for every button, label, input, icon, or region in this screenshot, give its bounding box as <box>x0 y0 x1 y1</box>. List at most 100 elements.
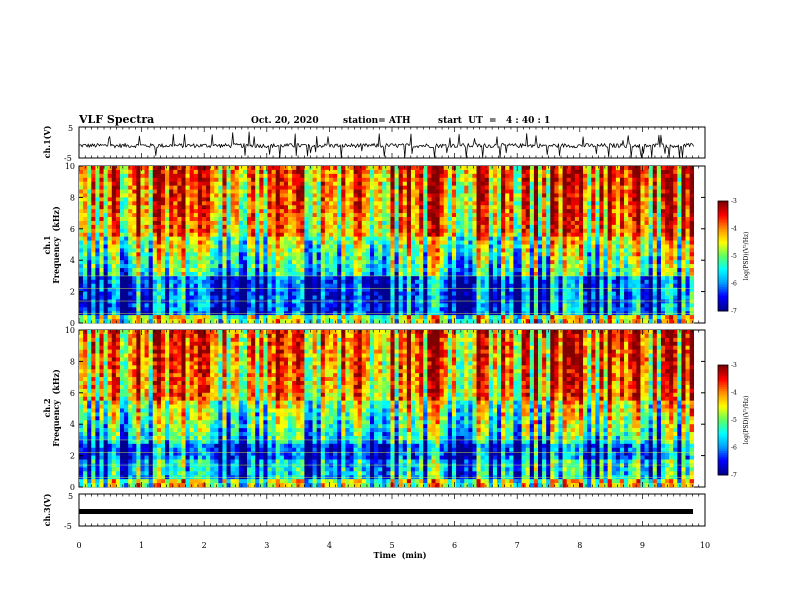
spectrogram-cell <box>390 299 395 304</box>
spectrogram-cell <box>533 232 539 237</box>
spectrogram-cell <box>505 268 510 273</box>
spectrogram-cell <box>525 264 531 269</box>
spectrogram-cell <box>226 268 231 273</box>
spectrogram-cell <box>423 232 428 237</box>
spectrogram-cell <box>369 319 375 324</box>
spectrogram-cell <box>193 240 199 245</box>
spectrogram-cell <box>517 307 522 312</box>
spectrogram-cell <box>124 315 129 320</box>
spectrogram-cell <box>119 185 125 190</box>
spectrogram-cell <box>124 232 129 237</box>
spectrogram-cell <box>365 189 371 194</box>
spectrogram-cell <box>140 224 145 230</box>
spectrogram-cell <box>214 189 219 194</box>
spectrogram-cell <box>230 271 236 277</box>
spectrogram-cell <box>488 169 494 175</box>
spectrogram-cell <box>165 213 170 218</box>
spectrogram-cell <box>410 319 416 324</box>
spectrogram-cell <box>587 232 592 237</box>
spectrogram-cell <box>304 213 309 218</box>
spectrogram-cell <box>87 307 92 312</box>
spectrogram-cell <box>513 228 518 234</box>
spectrogram-cell <box>492 287 498 292</box>
spectrogram-cell <box>288 287 293 292</box>
spectrogram-cell <box>427 181 432 186</box>
spectrogram-cell <box>365 303 371 308</box>
spectrogram-cell <box>91 264 96 269</box>
spectrogram-cell <box>341 279 346 285</box>
spectrogram-cell <box>492 271 498 277</box>
spectrogram-cell <box>218 220 223 226</box>
spectrogram-cell <box>562 271 567 277</box>
spectrogram-cell <box>79 201 84 206</box>
spectrogram-cell <box>288 189 293 194</box>
spectrogram-cell <box>353 213 358 218</box>
spectrogram-cell <box>308 299 313 304</box>
spectrogram-cell <box>365 169 371 175</box>
spectrogram-cell <box>230 166 236 171</box>
spectrogram-cell <box>140 291 145 296</box>
spectrogram-cell <box>296 197 301 202</box>
spectrogram-cell <box>468 236 473 241</box>
spectrogram-cell <box>558 252 563 257</box>
spectrogram-cell <box>95 209 100 214</box>
spectrogram-cell <box>214 283 219 288</box>
spectrogram-cell <box>144 224 149 230</box>
spectrogram-cell <box>267 268 272 273</box>
spectrogram-cell <box>521 295 527 300</box>
spectrogram-cell <box>95 173 100 179</box>
spectrogram-cell <box>394 181 399 186</box>
spectrogram-cell <box>525 224 531 230</box>
spectrogram-cell <box>427 209 432 214</box>
spectrogram-cell <box>447 319 453 324</box>
spectrogram-cell <box>587 240 592 245</box>
spectrogram-cell <box>476 217 481 222</box>
spectrogram-cell <box>374 193 379 198</box>
spectrogram-cell <box>181 307 186 312</box>
spectrogram-cell <box>374 287 379 292</box>
spectrogram-cell <box>505 271 510 277</box>
spectrogram-cell <box>320 295 326 300</box>
spectrogram-cell <box>238 193 244 198</box>
spectrogram-cell <box>402 275 408 281</box>
spectrogram-cell <box>558 181 563 186</box>
spectrogram-cell <box>374 166 379 171</box>
spectrogram-cell <box>394 244 399 249</box>
spectrogram-cell <box>242 205 248 210</box>
spectrogram-cell <box>435 193 440 198</box>
spectrogram-cell <box>79 260 84 265</box>
spectrogram-cell <box>177 205 182 210</box>
spectrogram-cell <box>435 205 440 210</box>
spectrogram-cell <box>488 181 494 186</box>
spectrogram-cell <box>312 209 317 214</box>
spectrogram-cell <box>320 232 326 237</box>
spectrogram-cell <box>406 271 412 277</box>
spectrogram-cell <box>230 169 236 175</box>
spectrogram-cell <box>357 240 363 245</box>
spectrogram-cell <box>447 271 453 277</box>
spectrogram-cell <box>562 228 567 234</box>
spectrogram-cell <box>443 236 449 241</box>
spectrogram-cell <box>570 303 576 308</box>
spectrogram-cell <box>140 295 145 300</box>
spectrogram-cell <box>451 271 457 277</box>
spectrogram-cell <box>91 268 96 273</box>
spectrogram-cell <box>521 217 527 222</box>
spectrogram-cell <box>578 228 584 234</box>
spectrogram-cell <box>357 177 363 182</box>
spectrogram-cell <box>263 177 268 182</box>
spectrogram-cell <box>353 197 358 202</box>
spectrogram-cell <box>435 209 440 214</box>
spectrogram-cell <box>492 299 498 304</box>
spectrogram-cell <box>99 315 104 320</box>
spectrogram-cell <box>288 315 293 320</box>
spectrogram-cell <box>271 201 277 206</box>
spectrogram-cell <box>357 303 363 308</box>
spectrogram-cell <box>492 217 498 222</box>
spectrogram-cell <box>558 201 563 206</box>
spectrogram-cell <box>247 240 252 245</box>
spectrogram-cell <box>443 213 449 218</box>
spectrogram-cell <box>83 303 88 308</box>
spectrogram-cell <box>550 287 555 292</box>
spectrogram-cell <box>152 220 158 226</box>
